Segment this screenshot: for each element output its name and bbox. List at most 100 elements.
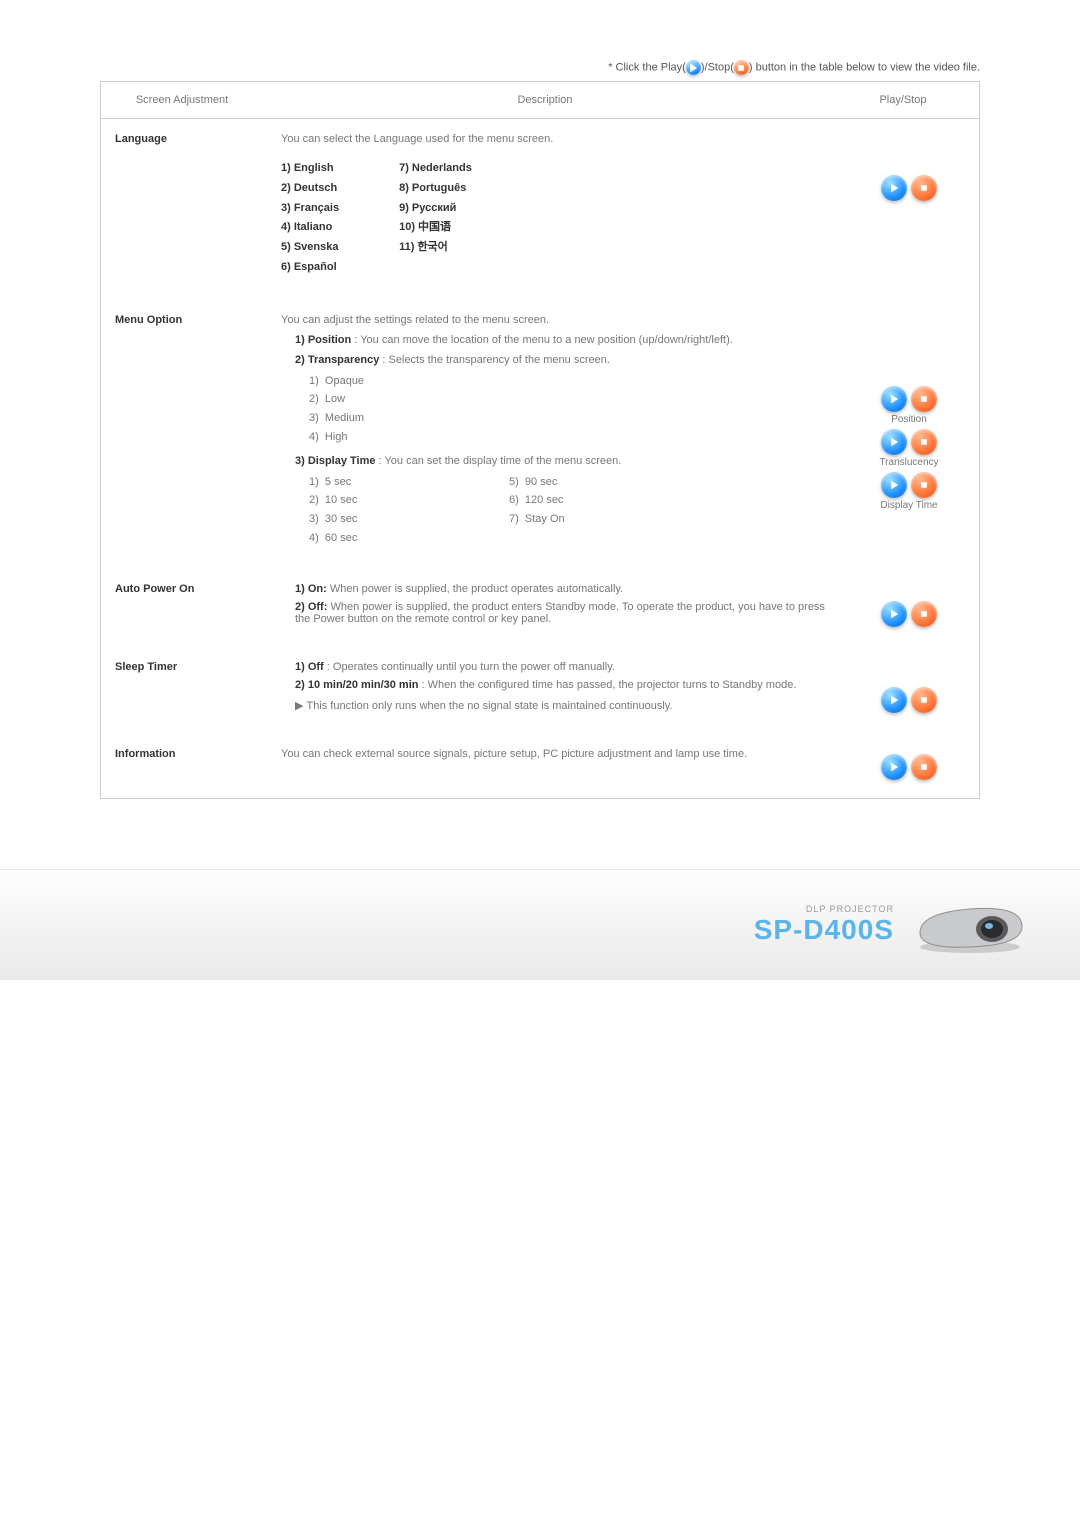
lang-item: 4) Italiano bbox=[281, 218, 339, 238]
header-screen-adjustment: Screen Adjustment bbox=[101, 82, 263, 118]
row-label: Information bbox=[101, 744, 273, 780]
footer: DLP PROJECTOR SP-D400S bbox=[0, 869, 1080, 980]
stop-button[interactable] bbox=[911, 472, 937, 498]
list-val: 60 sec bbox=[325, 532, 357, 544]
list-val: 5 sec bbox=[325, 476, 351, 488]
row-label: Sleep Timer bbox=[101, 657, 273, 716]
row-label: Language bbox=[101, 129, 273, 282]
auto-on-tail: When power is supplied, the product oper… bbox=[327, 583, 623, 595]
list-val: Low bbox=[325, 393, 345, 405]
transparency-head: 2) Transparency bbox=[295, 354, 379, 366]
list-num: 3) bbox=[309, 513, 319, 525]
list-num: 1) bbox=[309, 476, 319, 488]
play-button[interactable] bbox=[881, 175, 907, 201]
lang-item: 8) Português bbox=[399, 179, 472, 199]
play-stop-group bbox=[881, 386, 937, 412]
stop-button[interactable] bbox=[911, 754, 937, 780]
stop-button[interactable] bbox=[911, 175, 937, 201]
language-col-1: 1) English 2) Deutsch 3) Français 4) Ita… bbox=[281, 159, 339, 278]
list-num: 1) bbox=[309, 375, 319, 387]
list-val: Opaque bbox=[325, 375, 364, 387]
list-num: 2) bbox=[309, 393, 319, 405]
play-stop-group bbox=[881, 429, 937, 455]
row-sleep-timer: Sleep Timer 1) Off : Operates continuall… bbox=[101, 647, 979, 734]
displaytime-label: Display Time bbox=[839, 500, 979, 511]
row-menu-option: Menu Option You can adjust the settings … bbox=[101, 300, 979, 570]
sleep-off-head: 1) Off bbox=[295, 661, 324, 673]
lang-item: 9) Русский bbox=[399, 199, 472, 219]
sleep-note: This function only runs when the no sign… bbox=[306, 700, 672, 712]
lang-item: 5) Svenska bbox=[281, 238, 339, 258]
model-name: SP-D400S bbox=[754, 914, 894, 945]
row-label: Auto Power On bbox=[101, 579, 273, 629]
header-play-stop: Play/Stop bbox=[827, 82, 979, 118]
stop-button[interactable] bbox=[911, 687, 937, 713]
auto-on-head: 1) On: bbox=[295, 583, 327, 595]
lang-item: 11) 한국어 bbox=[399, 238, 472, 258]
lang-item: 1) English bbox=[281, 159, 339, 179]
play-button[interactable] bbox=[881, 687, 907, 713]
list-val: 90 sec bbox=[525, 476, 557, 488]
position-head: 1) Position bbox=[295, 334, 351, 346]
list-num: 4) bbox=[309, 431, 319, 443]
stop-icon bbox=[734, 60, 749, 75]
information-desc: You can check external source signals, p… bbox=[281, 748, 831, 760]
lang-item: 3) Français bbox=[281, 199, 339, 219]
triangle-icon: ▶ bbox=[295, 699, 303, 712]
list-num: 3) bbox=[309, 412, 319, 424]
play-button[interactable] bbox=[881, 472, 907, 498]
projector-icon bbox=[910, 895, 1030, 955]
auto-off-tail: When power is supplied, the product ente… bbox=[295, 601, 825, 625]
note-mid: )/Stop( bbox=[701, 61, 734, 73]
language-col-2: 7) Nederlands 8) Português 9) Русский 10… bbox=[399, 159, 472, 278]
list-num: 7) bbox=[509, 513, 519, 525]
play-stop-group bbox=[881, 472, 937, 498]
list-val: High bbox=[325, 431, 348, 443]
translucency-label: Translucency bbox=[839, 457, 979, 468]
list-num: 6) bbox=[509, 494, 519, 506]
list-num: 4) bbox=[309, 532, 319, 544]
sleep-min-head: 2) 10 min/20 min/30 min bbox=[295, 679, 419, 691]
row-language: Language You can select the Language use… bbox=[101, 119, 979, 300]
language-desc: You can select the Language used for the… bbox=[281, 133, 831, 145]
position-label: Position bbox=[839, 414, 979, 425]
list-val: 120 sec bbox=[525, 494, 564, 506]
list-num: 5) bbox=[509, 476, 519, 488]
play-button[interactable] bbox=[881, 601, 907, 627]
top-note: * Click the Play()/Stop() button in the … bbox=[100, 60, 980, 75]
row-information: Information You can check external sourc… bbox=[101, 734, 979, 798]
header-description: Description bbox=[263, 82, 827, 118]
note-prefix: * Click the Play( bbox=[608, 61, 686, 73]
list-val: 30 sec bbox=[325, 513, 357, 525]
play-button[interactable] bbox=[881, 754, 907, 780]
lang-item: 7) Nederlands bbox=[399, 159, 472, 179]
play-icon bbox=[686, 60, 701, 75]
play-stop-group bbox=[881, 754, 937, 780]
position-tail: : You can move the location of the menu … bbox=[351, 334, 733, 346]
play-button[interactable] bbox=[881, 429, 907, 455]
displaytime-tail: : You can set the display time of the me… bbox=[376, 455, 622, 467]
lang-item: 2) Deutsch bbox=[281, 179, 339, 199]
list-val: 10 sec bbox=[325, 494, 357, 506]
menu-option-intro: You can adjust the settings related to t… bbox=[281, 314, 831, 326]
displaytime-head: 3) Display Time bbox=[295, 455, 376, 467]
transparency-tail: : Selects the transparency of the menu s… bbox=[379, 354, 610, 366]
settings-table: Screen Adjustment Description Play/Stop … bbox=[100, 81, 980, 799]
row-auto-power-on: Auto Power On 1) On: When power is suppl… bbox=[101, 569, 979, 647]
table-header-row: Screen Adjustment Description Play/Stop bbox=[101, 82, 979, 119]
stop-button[interactable] bbox=[911, 386, 937, 412]
dlp-label: DLP PROJECTOR bbox=[754, 904, 894, 914]
list-num: 2) bbox=[309, 494, 319, 506]
lang-item: 10) 中国语 bbox=[399, 218, 472, 238]
stop-button[interactable] bbox=[911, 601, 937, 627]
lang-item: 6) Español bbox=[281, 258, 339, 278]
stop-button[interactable] bbox=[911, 429, 937, 455]
play-button[interactable] bbox=[881, 386, 907, 412]
play-stop-group bbox=[881, 601, 937, 627]
sleep-min-tail: : When the configured time has passed, t… bbox=[419, 679, 797, 691]
auto-off-head: 2) Off: bbox=[295, 601, 327, 613]
list-val: Stay On bbox=[525, 513, 565, 525]
play-stop-group bbox=[881, 687, 937, 713]
play-stop-group bbox=[881, 175, 937, 201]
sleep-off-tail: : Operates continually until you turn th… bbox=[324, 661, 615, 673]
